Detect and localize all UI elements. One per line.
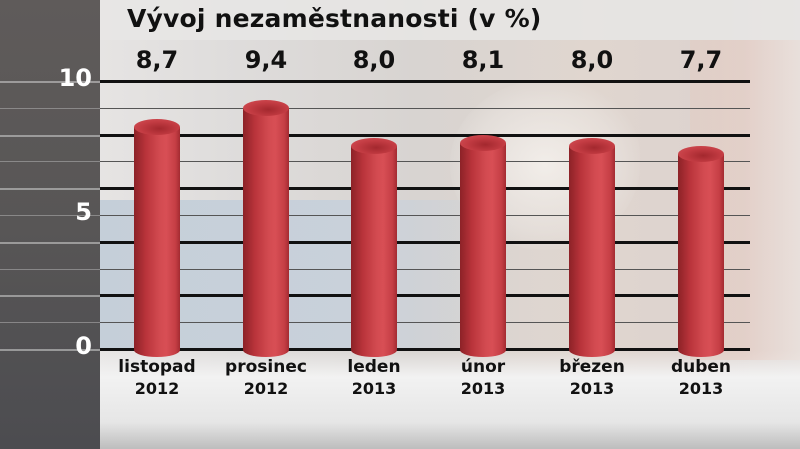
bar-body — [460, 142, 506, 357]
bar-cap — [569, 137, 615, 154]
category-month: prosinec — [225, 357, 307, 377]
category-month: leden — [347, 357, 401, 377]
gridline — [100, 240, 750, 244]
y-tick-label: 5 — [75, 198, 92, 226]
category-year: 2012 — [243, 379, 289, 398]
category-year: 2013 — [351, 379, 397, 398]
y-tick-label: 10 — [58, 64, 92, 92]
gridline-left — [0, 134, 100, 137]
bar-cap — [351, 137, 397, 154]
category-label: listopad 2012 — [102, 357, 212, 399]
gridline-left — [0, 295, 100, 298]
category-label: duben 2013 — [646, 357, 756, 399]
y-tick-label: 0 — [75, 332, 92, 360]
axis-panel — [0, 0, 100, 449]
bar-body — [351, 145, 397, 357]
gridline — [100, 161, 750, 163]
gridline — [100, 187, 750, 191]
bar — [351, 137, 397, 357]
value-label: 8,0 — [570, 46, 614, 74]
bar — [134, 118, 180, 357]
gridline-left — [0, 188, 100, 191]
bar-body — [569, 145, 615, 357]
gridline-left — [0, 322, 100, 324]
category-year: 2012 — [134, 379, 180, 398]
category-year: 2013 — [569, 379, 615, 398]
bar — [678, 145, 724, 357]
gridline — [100, 268, 750, 270]
gridline-left — [0, 81, 100, 83]
chart-title: Vývoj nezaměstnanosti (v %) — [127, 4, 542, 33]
value-label: 8,0 — [352, 46, 396, 74]
gridline — [100, 294, 750, 298]
value-label: 7,7 — [679, 46, 723, 74]
gridline-left — [0, 241, 100, 244]
bar-cap — [460, 134, 506, 151]
category-label: březen 2013 — [537, 357, 647, 399]
bar-body — [134, 126, 180, 357]
category-month: únor — [460, 357, 506, 377]
bar-cap — [134, 118, 180, 135]
title-band — [100, 0, 800, 40]
category-label: leden 2013 — [319, 357, 429, 399]
category-label: prosinec 2012 — [211, 357, 321, 399]
value-label: 8,1 — [461, 46, 505, 74]
bar — [569, 137, 615, 357]
gridline — [100, 133, 750, 137]
category-label: únor 2013 — [428, 357, 538, 399]
bar — [243, 100, 289, 357]
gridline — [100, 322, 750, 324]
gridline-left — [0, 107, 100, 109]
bar-cap — [243, 100, 289, 117]
gridline-left — [0, 268, 100, 270]
gridline — [100, 348, 750, 351]
category-month: duben — [670, 357, 732, 377]
bar-cap — [678, 145, 724, 162]
bar — [460, 134, 506, 357]
gridline — [100, 215, 750, 216]
bar-body — [243, 108, 289, 357]
category-year: 2013 — [678, 379, 724, 398]
gridline — [100, 80, 750, 83]
gridline-left — [0, 161, 100, 163]
category-month: březen — [559, 357, 625, 377]
value-label: 8,7 — [135, 46, 179, 74]
gridline — [100, 107, 750, 109]
gridline-left — [0, 349, 100, 351]
gridline-left — [0, 215, 100, 216]
category-year: 2013 — [460, 379, 506, 398]
value-label: 9,4 — [244, 46, 288, 74]
bar-body — [678, 153, 724, 357]
category-month: listopad — [118, 357, 196, 377]
